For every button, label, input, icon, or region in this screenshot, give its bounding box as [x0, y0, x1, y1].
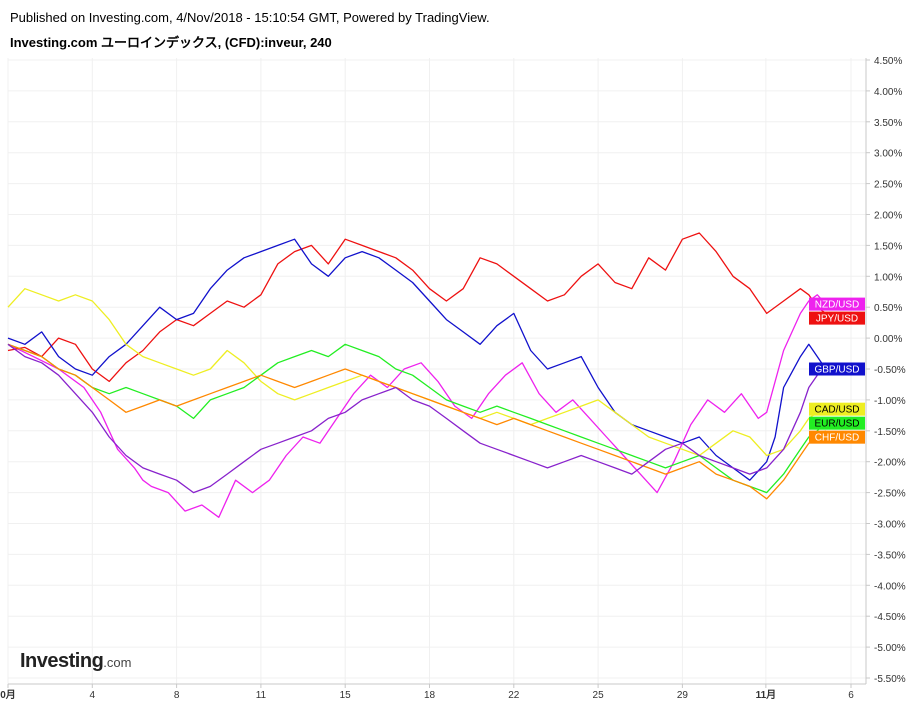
chart-series-group — [7, 232, 827, 518]
chart-grid — [7, 58, 866, 684]
series-tag-eur-usd — [809, 416, 865, 430]
series-tag-label-nzd-usd: NZD/USD — [815, 300, 859, 311]
series-tag-nzd-usd — [809, 297, 865, 311]
y-tick-label: 3.50% — [874, 118, 902, 129]
y-tick-label: 4.00% — [874, 87, 902, 98]
y-tick-label: -0.50% — [874, 365, 906, 376]
series-tag-chf-usd — [809, 430, 865, 444]
series-line-gbp-usd — [7, 238, 827, 481]
series-line-series-6 — [7, 343, 827, 494]
series-tag-gbp-usd — [809, 362, 865, 376]
series-tag-label-chf-usd: CHF/USD — [815, 433, 859, 444]
price-axis[interactable]: 4.50% 4.00% 3.50% 3.00% 2.50% 2.00% 1.50% 1.00%… — [866, 56, 906, 685]
series-tag-label-eur-usd: EUR/USD — [814, 419, 859, 430]
published-note: Published on Investing.com, 4/Nov/2018 -… — [10, 10, 490, 25]
y-tick-label: -2.50% — [874, 489, 906, 500]
y-tick-label: 1.50% — [874, 241, 902, 252]
y-tick-label: 4.50% — [874, 56, 902, 67]
series-tag-label-jpy-usd: JPY/USD — [816, 314, 858, 325]
series-line-jpy-usd — [7, 232, 827, 383]
series-line-nzd-usd — [7, 294, 827, 518]
time-axis[interactable]: 0月 4 8 11 15 18 22 25 29 11月 6 — [0, 684, 854, 701]
y-tick-label: 0.50% — [874, 303, 902, 314]
y-tick-label: -4.00% — [874, 581, 906, 592]
series-line-eur-usd — [7, 343, 827, 494]
y-tick-label: 0.00% — [874, 334, 902, 345]
y-tick-label: -1.50% — [874, 427, 906, 438]
x-tick-label: 25 — [593, 690, 605, 701]
x-tick-label: 6 — [848, 690, 854, 701]
y-tick-label: -4.50% — [874, 612, 906, 623]
investing-logo: Investing.com — [20, 650, 131, 673]
y-tick-label: -5.50% — [874, 674, 906, 685]
chart-title: Investing.com ユーロインデックス, (CFD):inveur, 2… — [10, 35, 332, 50]
logo-main: Investing — [20, 650, 104, 672]
y-tick-label: 1.00% — [874, 272, 902, 283]
y-tick-label: 2.50% — [874, 180, 902, 191]
y-tick-label: -5.00% — [874, 643, 906, 654]
series-tag-label-gbp-usd: GBP/USD — [814, 365, 859, 376]
y-tick-label: -3.50% — [874, 550, 906, 561]
logo-suffix: .com — [103, 655, 132, 670]
x-tick-label: 15 — [340, 690, 352, 701]
x-tick-label: 18 — [424, 690, 436, 701]
x-tick-label: 8 — [174, 690, 180, 701]
x-tick-label: 11 — [256, 690, 267, 701]
series-line-chf-usd — [7, 343, 827, 500]
series-tag-jpy-usd — [809, 311, 865, 325]
series-tag-cad-usd — [809, 402, 865, 416]
y-tick-label: 2.00% — [874, 211, 902, 222]
x-tick-label: 29 — [677, 690, 689, 701]
y-tick-label: -2.00% — [874, 458, 906, 469]
x-tick-label: 0月 — [0, 689, 16, 701]
series-label-group: NZD/USD JPY/USD GBP/USD CAD/USD EUR/USD CHF/U… — [809, 297, 865, 444]
y-tick-label: 3.00% — [874, 149, 902, 160]
y-tick-label: -3.00% — [874, 520, 906, 531]
x-tick-label: 22 — [508, 690, 520, 701]
series-tag-label-cad-usd: CAD/USD — [814, 405, 859, 416]
y-tick-label: -1.00% — [874, 396, 906, 407]
x-tick-label: 11月 — [756, 689, 777, 701]
x-tick-label: 4 — [90, 690, 96, 701]
